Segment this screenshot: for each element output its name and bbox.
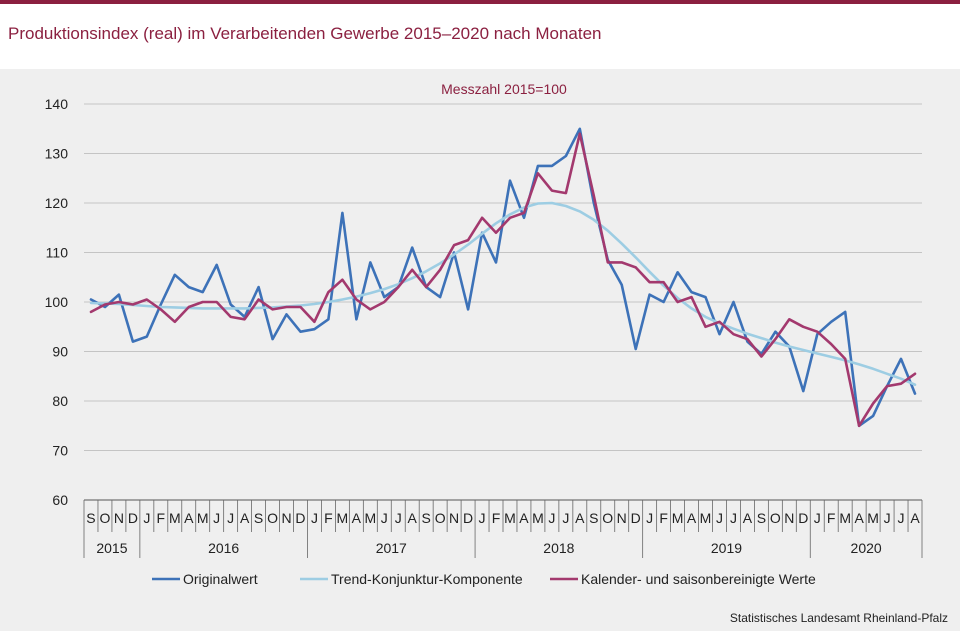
x-month-label: M bbox=[532, 510, 544, 526]
series-line-1 bbox=[89, 127, 917, 428]
x-month-label: A bbox=[240, 510, 250, 526]
x-month-label: A bbox=[519, 510, 529, 526]
legend: Originalwert Trend-Konjunktur-Komponente K… bbox=[152, 571, 816, 587]
x-month-label: S bbox=[757, 510, 766, 526]
x-month-label: J bbox=[143, 510, 150, 526]
x-month-label: N bbox=[281, 510, 291, 526]
x-month-label: J bbox=[227, 510, 234, 526]
x-month-label: J bbox=[311, 510, 318, 526]
x-month-label: D bbox=[463, 510, 473, 526]
x-month-label: D bbox=[295, 510, 305, 526]
y-tick-label: 70 bbox=[52, 443, 68, 459]
x-month-label: A bbox=[575, 510, 585, 526]
x-month-label: N bbox=[784, 510, 794, 526]
x-year-label: 2018 bbox=[543, 540, 574, 556]
x-month-label: M bbox=[504, 510, 516, 526]
legend-label-2: Trend-Konjunktur-Komponente bbox=[331, 571, 523, 587]
x-month-label: O bbox=[602, 510, 613, 526]
y-tick-label: 120 bbox=[45, 195, 69, 211]
x-year-label: 2015 bbox=[96, 540, 127, 556]
x-month-label: S bbox=[86, 510, 95, 526]
data-series bbox=[89, 127, 917, 428]
x-month-label: J bbox=[884, 510, 891, 526]
x-month-label: J bbox=[730, 510, 737, 526]
x-year-label: 2019 bbox=[711, 540, 742, 556]
x-month-label: N bbox=[449, 510, 459, 526]
x-month-label: S bbox=[422, 510, 431, 526]
y-axis-tick-labels: 60 70 80 90 100 110 120 130 140 bbox=[45, 96, 69, 508]
y-tick-label: 110 bbox=[46, 245, 69, 261]
x-month-label: J bbox=[898, 510, 905, 526]
y-tick-label: 60 bbox=[52, 492, 68, 508]
x-month-label: A bbox=[743, 510, 753, 526]
x-month-label: A bbox=[687, 510, 697, 526]
x-month-label: M bbox=[867, 510, 879, 526]
top-accent-bar bbox=[0, 0, 960, 4]
x-month-label: A bbox=[408, 510, 418, 526]
x-month-label: F bbox=[492, 510, 501, 526]
page-title: Produktionsindex (real) im Verarbeitende… bbox=[8, 24, 602, 43]
x-month-label: O bbox=[770, 510, 781, 526]
x-year-label: 2016 bbox=[208, 540, 239, 556]
x-month-label: F bbox=[324, 510, 333, 526]
x-month-label: M bbox=[839, 510, 851, 526]
x-month-label: N bbox=[617, 510, 627, 526]
x-year-label: 2017 bbox=[376, 540, 407, 556]
x-month-label: D bbox=[798, 510, 808, 526]
x-month-label: S bbox=[589, 510, 598, 526]
x-month-label: O bbox=[435, 510, 446, 526]
x-month-label: M bbox=[672, 510, 684, 526]
x-month-label: A bbox=[910, 510, 920, 526]
x-year-label: 2020 bbox=[851, 540, 882, 556]
x-month-label: J bbox=[381, 510, 388, 526]
x-month-label: D bbox=[631, 510, 641, 526]
x-month-label: J bbox=[548, 510, 555, 526]
x-month-label: M bbox=[337, 510, 349, 526]
y-tick-label: 90 bbox=[52, 344, 68, 360]
x-month-label: A bbox=[854, 510, 864, 526]
x-month-label: M bbox=[364, 510, 376, 526]
x-month-label: F bbox=[659, 510, 668, 526]
y-tick-label: 100 bbox=[45, 294, 69, 310]
x-month-label: J bbox=[716, 510, 723, 526]
x-month-label: J bbox=[562, 510, 569, 526]
x-month-label: M bbox=[169, 510, 181, 526]
x-month-label: J bbox=[479, 510, 486, 526]
legend-label-1: Originalwert bbox=[183, 571, 258, 587]
x-month-label: F bbox=[827, 510, 836, 526]
source-note: Statistisches Landesamt Rheinland-Pfalz bbox=[729, 611, 948, 625]
x-month-label: O bbox=[267, 510, 278, 526]
y-tick-label: 140 bbox=[45, 96, 69, 112]
x-month-label: O bbox=[100, 510, 111, 526]
x-month-label: J bbox=[814, 510, 821, 526]
gridlines bbox=[84, 103, 922, 451]
series-line-3 bbox=[89, 132, 917, 428]
legend-label-3: Kalender- und saisonbereinigte Werte bbox=[581, 571, 816, 587]
x-month-label: D bbox=[128, 510, 138, 526]
x-month-label: F bbox=[157, 510, 166, 526]
x-month-label: J bbox=[213, 510, 220, 526]
x-month-label: A bbox=[352, 510, 362, 526]
chart-subtitle: Messzahl 2015=100 bbox=[441, 81, 567, 97]
x-month-label: J bbox=[395, 510, 402, 526]
x-month-label: J bbox=[646, 510, 653, 526]
x-month-label: A bbox=[184, 510, 194, 526]
x-month-label: M bbox=[197, 510, 209, 526]
series-line-2 bbox=[89, 201, 917, 387]
x-month-label: S bbox=[254, 510, 263, 526]
y-tick-label: 80 bbox=[52, 393, 68, 409]
y-tick-label: 130 bbox=[45, 146, 69, 162]
x-month-label: N bbox=[114, 510, 124, 526]
x-month-label: M bbox=[700, 510, 712, 526]
